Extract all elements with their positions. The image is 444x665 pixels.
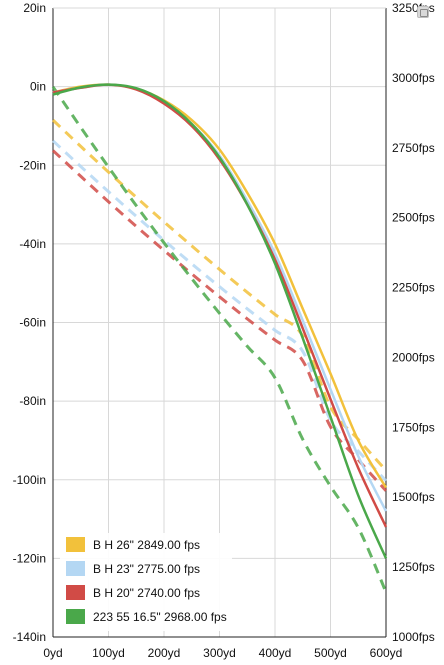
y-right-tick-label: 1750fps	[392, 420, 435, 434]
velocity-line-series-4	[51, 85, 388, 593]
y-right-tick-label: 1000fps	[392, 630, 435, 644]
y-left-tick-label: -100in	[13, 473, 46, 487]
y-right-tick-label: 2000fps	[392, 350, 435, 364]
drop-line-series-4	[52, 83, 388, 559]
legend-label: B H 20" 2740.00 fps	[93, 586, 200, 600]
x-tick-label: 0yd	[43, 646, 62, 660]
legend-label: B H 23" 2775.00 fps	[93, 562, 200, 576]
velocity-line-series-3	[51, 149, 388, 492]
x-tick-label: 300yd	[203, 646, 236, 660]
x-tick-label: 100yd	[92, 646, 125, 660]
tick-labels: 0yd 100yd 200yd 300yd 400yd 500yd 600yd 20in 0in…	[13, 1, 435, 660]
legend-swatch	[66, 537, 85, 552]
y-left-tick-label: -120in	[13, 551, 46, 565]
axes	[52, 7, 387, 638]
x-tick-label: 400yd	[259, 646, 292, 660]
x-tick-label: 600yd	[370, 646, 403, 660]
y-right-tick-label: 2750fps	[392, 141, 435, 155]
legend-swatch	[66, 585, 85, 600]
legend-label: 223 55 16.5" 2968.00 fps	[93, 610, 227, 624]
y-right-tick-label: 3000fps	[392, 71, 435, 85]
y-left-tick-label: -80in	[19, 394, 46, 408]
expand-icon[interactable]	[417, 6, 429, 18]
y-left-tick-label: -140in	[13, 630, 46, 644]
y-left-tick-label: -20in	[19, 158, 46, 172]
legend: B H 26" 2849.00 fps B H 23" 2775.00 fps B …	[60, 533, 232, 631]
legend-swatch	[66, 609, 85, 624]
y-left-tick-label: 0in	[30, 80, 46, 94]
x-tick-label: 200yd	[148, 646, 181, 660]
y-right-tick-label: 2500fps	[392, 211, 435, 225]
velocity-line-series-2	[51, 139, 388, 482]
legend-swatch	[66, 561, 85, 576]
x-tick-label: 500yd	[314, 646, 347, 660]
y-left-tick-label: 20in	[23, 1, 46, 15]
y-right-tick-label: 1250fps	[392, 560, 435, 574]
y-right-tick-label: 1500fps	[392, 490, 435, 504]
legend-box	[60, 533, 232, 631]
series-lines	[51, 83, 388, 593]
y-left-tick-label: -60in	[19, 316, 46, 330]
y-left-tick-label: -40in	[19, 237, 46, 251]
y-right-tick-label: 2250fps	[392, 281, 435, 295]
legend-label: B H 26" 2849.00 fps	[93, 538, 200, 552]
velocity-line-series-1	[51, 119, 388, 472]
